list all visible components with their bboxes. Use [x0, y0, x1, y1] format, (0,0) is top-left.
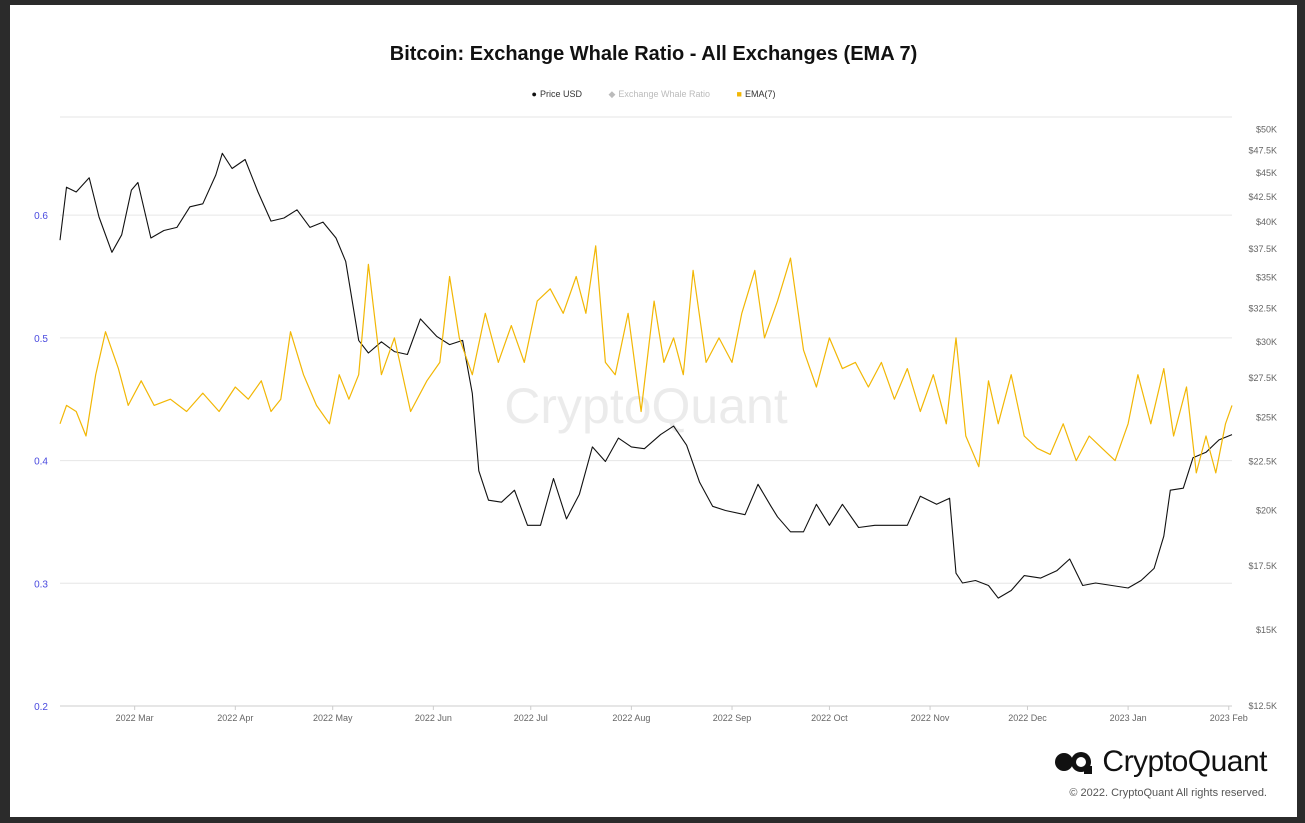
y-left-tick-label: 0.3 — [34, 579, 48, 590]
y-right-tick-label: $25K — [1256, 413, 1277, 423]
y-right-tick-label: $27.5K — [1248, 373, 1277, 383]
y-right-tick-label: $12.5K — [1248, 701, 1277, 711]
x-tick-label: 2022 May — [313, 713, 353, 723]
legend-item-ema[interactable]: ■ EMA(7) — [737, 89, 776, 99]
x-tick-label: 2023 Jan — [1110, 713, 1147, 723]
y-right-tick-label: $45K — [1256, 168, 1277, 178]
y-right-tick-label: $35K — [1256, 273, 1277, 283]
x-tick-label: 2023 Feb — [1210, 713, 1248, 723]
chart-plot: 0.2 0.3 0.4 0.5 0.6 $12.5K $15K $17.5K $20K $22.5… — [34, 116, 1277, 723]
y-right-tick-label: $37.5K — [1248, 244, 1277, 254]
price-usd-line — [59, 152, 1233, 599]
cryptoquant-logo-icon — [1055, 752, 1093, 774]
y-right-tick-label: $15K — [1256, 625, 1277, 635]
legend-label-ema: EMA(7) — [744, 89, 776, 99]
x-tick-label: 2022 Dec — [1008, 713, 1047, 723]
y-left-tick-label: 0.6 — [34, 211, 48, 222]
copyright-text: © 2022. CryptoQuant All rights reserved. — [1069, 787, 1267, 799]
ema7-line — [59, 245, 1233, 474]
x-tick-label: 2022 Mar — [116, 713, 154, 723]
y-left-tick-label: 0.2 — [34, 702, 48, 713]
y-right-tick-label: $20K — [1256, 505, 1277, 515]
y-right-tick-label: $50K — [1256, 124, 1277, 134]
y-right-tick-label: $47.5K — [1248, 146, 1277, 156]
y-left-tick-label: 0.4 — [34, 457, 48, 468]
chart-title: Bitcoin: Exchange Whale Ratio - All Exch… — [389, 43, 918, 65]
x-tick-label: 2022 Oct — [811, 713, 848, 723]
x-tick-label: 2022 Jun — [415, 713, 452, 723]
legend-dot-ema: ■ — [736, 89, 742, 99]
brand-logo-block: CryptoQuant — [1054, 745, 1267, 779]
legend: ● Price USD ◆ Exchange Whale Ratio ■ EMA(7) — [10, 89, 1297, 100]
x-tick-label: 2022 Jul — [514, 713, 548, 723]
legend-label-price: Price USD — [539, 89, 582, 99]
watermark-text: CryptoQuant — [504, 378, 788, 434]
legend-label-whale-ratio: Exchange Whale Ratio — [618, 89, 710, 99]
legend-item-whale-ratio[interactable]: ◆ Exchange Whale Ratio — [609, 89, 710, 100]
legend-dot-whale-ratio: ◆ — [608, 89, 616, 99]
chart-frame: Bitcoin: Exchange Whale Ratio - All Exch… — [10, 5, 1297, 817]
legend-dot-price: ● — [531, 89, 537, 99]
x-tick-label: 2022 Nov — [911, 713, 950, 723]
y-left-tick-label: 0.5 — [34, 334, 48, 345]
legend-item-price[interactable]: ● Price USD — [532, 89, 582, 99]
y-right-tick-label: $17.5K — [1248, 561, 1277, 571]
y-right-tick-label: $40K — [1256, 217, 1277, 227]
brand-name: CryptoQuant — [1102, 745, 1267, 778]
y-right-tick-label: $42.5K — [1248, 192, 1277, 202]
y-right-tick-label: $22.5K — [1248, 456, 1277, 466]
x-tick-label: 2022 Apr — [217, 713, 253, 723]
x-tick-label: 2022 Sep — [713, 713, 752, 723]
x-tick-label: 2022 Aug — [612, 713, 650, 723]
y-right-tick-label: $30K — [1256, 337, 1277, 347]
y-right-tick-label: $32.5K — [1248, 304, 1277, 314]
